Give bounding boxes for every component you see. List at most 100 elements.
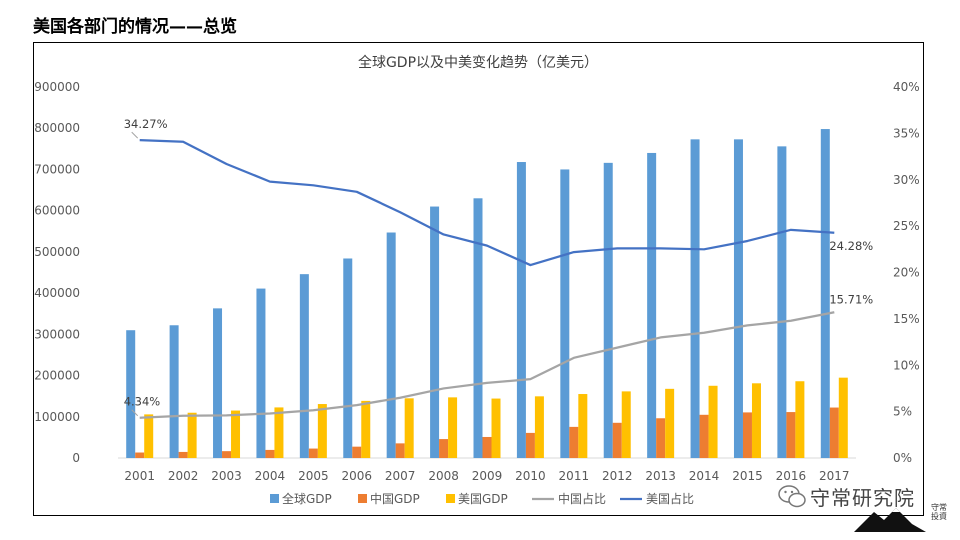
data-label: 15.71% <box>829 292 873 306</box>
chart-data-labels: 34.27% 4.34% 24.28% 15.71% <box>124 117 873 417</box>
legend-label: 美国GDP <box>458 492 508 506</box>
y-left-tick-label: 0 <box>72 451 80 465</box>
bar-china-gdp-2011 <box>569 426 579 458</box>
y-left-tick-label: 700000 <box>34 162 80 176</box>
bar-global-gdp-2014 <box>690 139 700 458</box>
bar-us-gdp-2008 <box>448 397 458 458</box>
bar-us-gdp-2007 <box>404 398 414 458</box>
y-right-tick-label: 30% <box>893 173 920 187</box>
bar-us-gdp-2011 <box>578 394 588 458</box>
x-tick-label: 2009 <box>472 469 503 483</box>
bar-china-gdp-2014 <box>699 414 709 458</box>
x-tick-label: 2003 <box>211 469 242 483</box>
bar-us-gdp-2016 <box>795 381 805 458</box>
legend-label: 全球GDP <box>282 491 332 506</box>
legend-label: 中国GDP <box>370 491 420 506</box>
bar-china-gdp-2002 <box>178 451 188 458</box>
bar-china-gdp-2005 <box>308 448 318 458</box>
x-tick-label: 2016 <box>776 469 807 483</box>
bar-china-gdp-2010 <box>525 432 535 458</box>
x-tick-label: 2013 <box>645 469 676 483</box>
x-tick-label: 2011 <box>559 469 590 483</box>
bar-us-gdp-2005 <box>317 404 327 458</box>
bar-china-gdp-2016 <box>786 412 796 458</box>
bar-global-gdp-2016 <box>777 146 787 459</box>
bar-us-gdp-2010 <box>534 396 544 458</box>
bar-global-gdp-2002 <box>169 325 179 458</box>
legend-swatch-us-gdp <box>446 494 455 503</box>
x-tick-label: 2001 <box>124 469 155 483</box>
x-tick-label: 2008 <box>428 469 459 483</box>
data-label-leader <box>131 409 139 417</box>
bar-us-gdp-2012 <box>621 391 631 458</box>
y-left-tick-label: 900000 <box>34 80 80 94</box>
y-right-tick-label: 10% <box>893 358 920 372</box>
bar-china-gdp-2008 <box>439 439 449 458</box>
x-tick-label: 2006 <box>341 469 372 483</box>
data-label: 4.34% <box>124 395 161 409</box>
bar-us-gdp-2001 <box>144 414 154 458</box>
bar-us-gdp-2004 <box>274 407 284 458</box>
chart-axes: 0 100000 200000 300000 400000 500000 600000 700… <box>34 80 919 483</box>
legend-label: 中国占比 <box>558 491 606 506</box>
x-tick-label: 2014 <box>689 469 720 483</box>
data-label: 24.28% <box>829 239 873 253</box>
y-right-tick-label: 15% <box>893 312 920 326</box>
chart-title: 全球GDP以及中美变化趋势（亿美元） <box>358 54 598 71</box>
x-tick-label: 2002 <box>168 469 199 483</box>
x-tick-label: 2012 <box>602 469 633 483</box>
page-title: 美国各部门的情况——总览 <box>33 17 237 37</box>
bar-us-gdp-2015 <box>751 383 761 458</box>
y-left-tick-label: 200000 <box>34 369 80 383</box>
x-tick-label: 2004 <box>255 469 286 483</box>
data-label-leader <box>131 131 139 139</box>
bar-china-gdp-2012 <box>612 422 622 458</box>
y-right-tick-label: 25% <box>893 219 920 233</box>
bar-global-gdp-2013 <box>647 152 657 458</box>
bar-china-gdp-2003 <box>222 451 232 458</box>
chart-lines <box>139 139 835 419</box>
bar-us-gdp-2003 <box>231 410 241 458</box>
y-left-tick-label: 100000 <box>34 410 80 424</box>
line-china-share <box>139 311 835 419</box>
chart-bars <box>126 129 848 459</box>
bar-global-gdp-2009 <box>473 198 483 459</box>
y-right-tick-label: 20% <box>893 266 920 280</box>
x-tick-label: 2015 <box>732 469 763 483</box>
y-left-tick-label: 800000 <box>34 121 80 135</box>
bar-china-gdp-2004 <box>265 449 275 458</box>
bar-us-gdp-2002 <box>187 412 197 458</box>
bar-us-gdp-2017 <box>838 377 848 458</box>
bar-us-gdp-2013 <box>665 388 675 458</box>
bar-global-gdp-2006 <box>343 258 353 458</box>
y-right-tick-label: 40% <box>893 80 920 94</box>
y-left-tick-label: 300000 <box>34 327 80 341</box>
bar-global-gdp-2007 <box>386 232 396 458</box>
bar-global-gdp-2010 <box>516 162 526 458</box>
x-tick-label: 2017 <box>819 469 850 483</box>
bar-global-gdp-2004 <box>256 288 266 458</box>
y-right-tick-label: 0% <box>893 451 912 465</box>
y-left-tick-label: 400000 <box>34 286 80 300</box>
x-tick-label: 2007 <box>385 469 416 483</box>
bar-global-gdp-2005 <box>299 274 309 458</box>
bar-global-gdp-2008 <box>430 206 440 458</box>
mountain-logo-icon <box>854 508 926 532</box>
legend-swatch-global-gdp <box>270 494 279 503</box>
data-label: 34.27% <box>124 117 168 131</box>
legend-swatch-china-gdp <box>358 494 367 503</box>
y-right-tick-label: 5% <box>893 405 912 419</box>
bar-global-gdp-2017 <box>820 129 830 458</box>
legend-label: 美国占比 <box>646 491 694 506</box>
bar-china-gdp-2009 <box>482 436 492 458</box>
chart-legend: 全球GDP 中国GDP 美国GDP 中国占比 美国占比 <box>270 491 694 506</box>
x-tick-label: 2005 <box>298 469 329 483</box>
bar-china-gdp-2007 <box>395 443 405 458</box>
y-left-tick-label: 600000 <box>34 204 80 218</box>
y-right-tick-label: 35% <box>893 126 920 140</box>
bar-china-gdp-2013 <box>656 418 666 458</box>
bar-us-gdp-2006 <box>361 400 371 458</box>
bar-china-gdp-2006 <box>352 446 362 458</box>
y-left-tick-label: 500000 <box>34 245 80 259</box>
